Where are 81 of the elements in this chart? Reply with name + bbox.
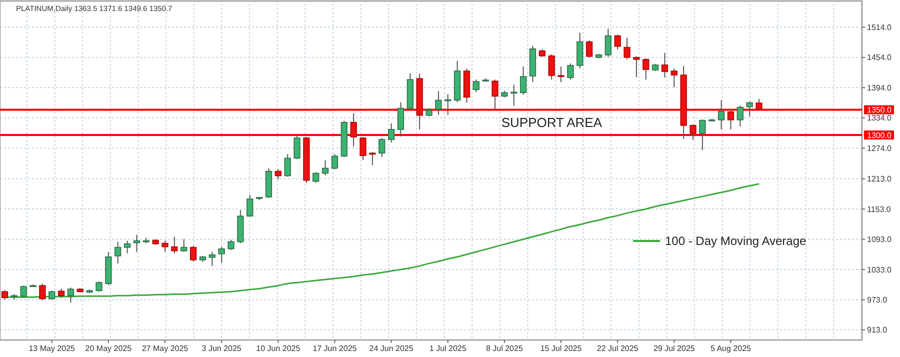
candlestick xyxy=(727,109,734,130)
candlestick xyxy=(736,105,744,127)
candlestick xyxy=(124,240,131,254)
candlestick xyxy=(746,101,753,117)
candlestick xyxy=(20,285,27,298)
candlestick xyxy=(670,68,678,88)
candlestick xyxy=(294,135,300,160)
y-tick-label: 973.0 xyxy=(867,296,888,304)
candlestick xyxy=(133,234,140,252)
x-tick-label: 1 Jul 2025 xyxy=(429,344,467,353)
candlestick xyxy=(162,240,168,252)
y-tick-label: 1454.0 xyxy=(867,53,892,62)
candlestick xyxy=(322,160,329,176)
y-tick-label: 1274.0 xyxy=(867,144,892,153)
candlestick xyxy=(378,137,386,158)
x-tick-label: 3 Jun 2025 xyxy=(202,344,242,353)
y-tick-label: 1033.0 xyxy=(867,265,892,274)
candlestick xyxy=(39,283,46,301)
x-tick-label: 17 Jun 2025 xyxy=(312,344,358,353)
x-tick-label: 27 May 2025 xyxy=(142,344,189,353)
ref-line-label: 1300.0 xyxy=(867,130,892,140)
y-tick-label: 1093.0 xyxy=(867,235,892,244)
candlestick xyxy=(274,168,282,180)
candlestick xyxy=(567,62,574,80)
candlestick xyxy=(661,52,668,78)
candlestick xyxy=(492,79,498,110)
candlestick xyxy=(520,66,527,96)
candlestick xyxy=(67,287,74,304)
y-tick-label: 1213.0 xyxy=(867,174,892,184)
candlestick xyxy=(699,118,706,151)
x-tick-label: 10 Jun 2025 xyxy=(256,344,301,353)
candlestick xyxy=(604,28,612,58)
y-tick-label: 1394.0 xyxy=(867,83,892,92)
legend-label: 100 - Day Moving Average xyxy=(665,234,807,248)
candlestick xyxy=(435,90,442,116)
candlestick xyxy=(190,245,197,262)
candlestick xyxy=(633,56,640,78)
candlestick xyxy=(350,112,357,148)
x-tick-label: 22 Jul 2025 xyxy=(596,344,639,353)
candlestick xyxy=(48,290,56,300)
candlestick xyxy=(576,32,584,69)
candlestick xyxy=(397,102,404,137)
x-tick-label: 29 Jul 2025 xyxy=(653,344,696,353)
x-tick-label: 20 May 2025 xyxy=(85,344,132,353)
candlestick xyxy=(58,288,65,298)
annotation: SUPPORT AREA xyxy=(501,114,602,130)
candlestick xyxy=(331,154,338,170)
y-tick-label: 1514.0 xyxy=(867,22,892,32)
y-tick-label: 1153.0 xyxy=(867,204,892,214)
candlestick xyxy=(114,241,122,264)
candlestick xyxy=(180,238,188,252)
candlestick xyxy=(642,58,650,80)
candlestick xyxy=(208,251,216,266)
candlestick xyxy=(1,290,8,300)
candlestick xyxy=(218,246,225,264)
candlestick xyxy=(586,40,593,58)
candlestick xyxy=(360,136,366,161)
candlestick xyxy=(96,281,102,292)
candlestick xyxy=(548,54,555,80)
candlestick xyxy=(472,79,480,93)
candlestick xyxy=(228,239,234,250)
x-tick-label: 24 Jun 2025 xyxy=(369,344,414,353)
x-tick-label: 15 Jul 2025 xyxy=(540,344,582,353)
candlestick xyxy=(246,194,254,218)
candlestick xyxy=(369,152,376,166)
candlestick xyxy=(756,98,762,110)
candlestick xyxy=(558,66,564,83)
candlestick xyxy=(624,37,630,60)
candlestick xyxy=(718,100,725,130)
x-tick-label: 13 May 2025 xyxy=(28,344,76,353)
y-tick-label: 1334.0 xyxy=(867,114,892,123)
y-tick-label: 913.0 xyxy=(867,326,888,335)
ref-line-label: 1350.0 xyxy=(867,106,892,115)
candlestick xyxy=(388,122,395,144)
candlestick xyxy=(690,124,696,141)
candlestick xyxy=(614,34,621,50)
candlestick xyxy=(171,236,178,254)
x-tick-label: 8 Jul 2025 xyxy=(486,344,524,353)
candlestick xyxy=(284,154,291,178)
candlestick xyxy=(312,172,320,184)
x-tick-label: 5 Aug 2025 xyxy=(710,344,752,353)
